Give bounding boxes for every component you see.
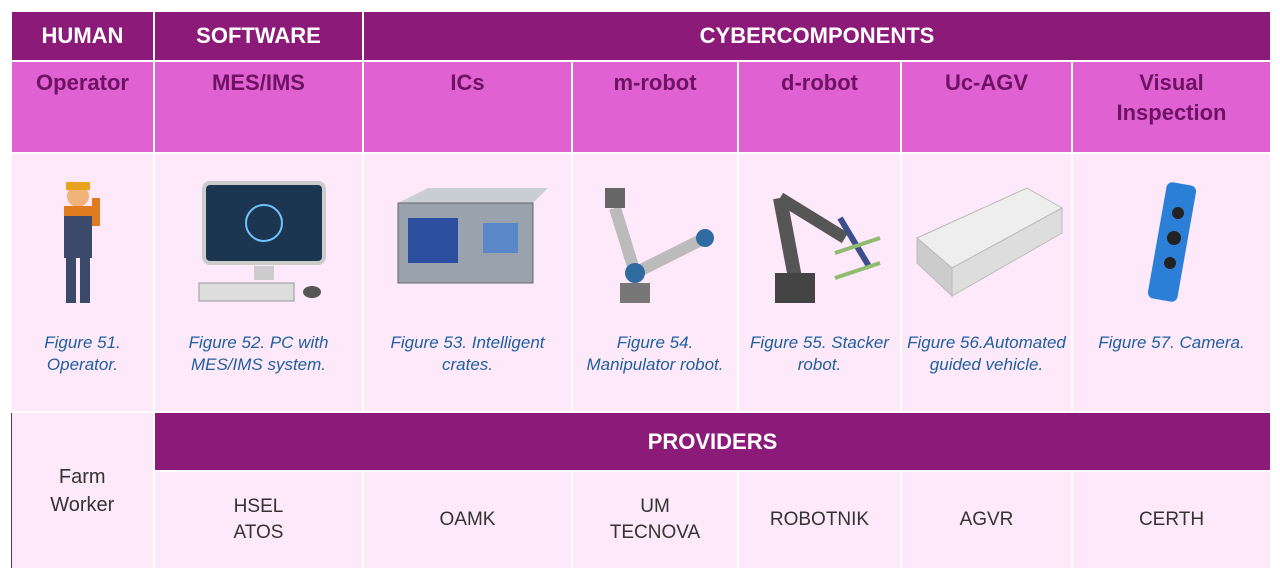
- caption: Figure 55. Stacker robot.: [750, 333, 889, 374]
- provider: UM TECNOVA: [571, 470, 739, 570]
- image-cell: Figure 55. Stacker robot.: [737, 152, 902, 413]
- column-cell: MES/IMS: [153, 60, 364, 154]
- stacker-image: [772, 192, 881, 303]
- image-cell: Figure 54. Manipulator robot.: [571, 152, 739, 413]
- header-cell: CYBERCOMPONENTS: [362, 10, 1272, 62]
- image-cell: Figure 53. Intelligent crates.: [362, 152, 573, 413]
- agv-image: [915, 187, 1063, 298]
- caption: Figure 54. Manipulator robot.: [586, 333, 724, 374]
- caption: Figure 56.Automated guided vehicle.: [907, 333, 1066, 374]
- caption: Figure 57. Camera.: [1098, 333, 1245, 352]
- providers-label: PROVIDERS: [153, 411, 1272, 472]
- column-cell: Visual Inspection: [1071, 60, 1272, 154]
- image-cell: Figure 51. Operator.: [10, 152, 155, 413]
- providers-row: HSEL ATOS OAMK UM TECNOVA ROBOTNIK AGVR …: [11, 470, 1272, 570]
- caption: Figure 51. Operator.: [44, 333, 121, 374]
- manipulator-image: [605, 188, 714, 303]
- provider: HSEL ATOS: [153, 470, 364, 570]
- header-cell: SOFTWARE: [153, 10, 364, 62]
- caption: Figure 53. Intelligent crates.: [390, 333, 545, 374]
- provider: CERTH: [1071, 470, 1272, 570]
- camera-image: [1147, 182, 1196, 302]
- image-cell: Figure 57. Camera.: [1071, 152, 1272, 413]
- image-row: Figure 51. Operator. Figure 52. PC with …: [10, 152, 1272, 413]
- column-cell: m-robot: [571, 60, 739, 154]
- operator-image: [63, 182, 100, 303]
- column-cell: Operator: [10, 60, 155, 154]
- header-row: HUMAN SOFTWARE CYBERCOMPONENTS: [10, 10, 1272, 62]
- image-cell: Figure 52. PC with MES/IMS system.: [153, 152, 364, 413]
- provider: AGVR: [900, 470, 1073, 570]
- column-cell: ICs: [362, 60, 573, 154]
- column-cell: d-robot: [737, 60, 902, 154]
- human-provider: Farm Worker: [10, 411, 155, 570]
- caption: Figure 52. PC with MES/IMS system.: [188, 333, 329, 374]
- image-cell: Figure 56.Automated guided vehicle.: [900, 152, 1073, 413]
- crate-image: [397, 188, 548, 284]
- provider: OAMK: [362, 470, 573, 570]
- providers-header-row: Farm Worker PROVIDERS: [10, 411, 1272, 570]
- column-cell: Uc-AGV: [900, 60, 1073, 154]
- components-table: HUMAN SOFTWARE CYBERCOMPONENTS Operator …: [10, 10, 1272, 570]
- column-row: Operator MES/IMS ICs m-robot d-robot Uc-…: [10, 60, 1272, 154]
- provider: ROBOTNIK: [737, 470, 902, 570]
- pc-image: [198, 181, 326, 302]
- header-cell: HUMAN: [10, 10, 155, 62]
